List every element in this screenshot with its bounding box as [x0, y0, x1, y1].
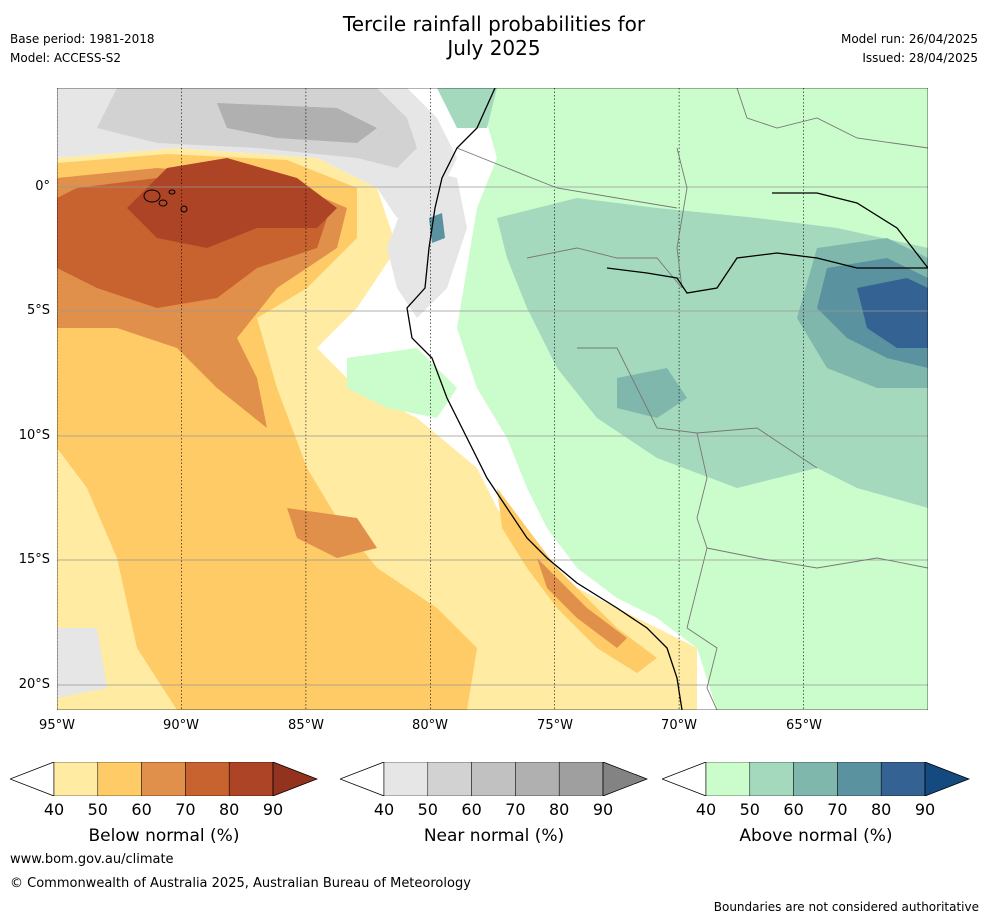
colorbar-above-segment — [880, 762, 926, 796]
colorbar-near-normal — [340, 762, 648, 796]
galapagos-islands — [143, 189, 188, 213]
colorbar-near-segment — [515, 762, 560, 796]
colorbar-above-segment — [837, 762, 882, 796]
website-link[interactable]: www.bom.gov.au/climate — [10, 852, 174, 867]
colorbar-above-tick-label: 70 — [827, 800, 848, 819]
colorbar-below-tick-label: 40 — [43, 800, 65, 819]
colorbar-above-segment — [705, 762, 751, 796]
colorbar-near-segment — [471, 762, 516, 796]
base-period: Base period: 1981-2018 — [10, 32, 155, 46]
colorbar-below-upper-extend — [272, 762, 318, 796]
colorbar-below-segment — [228, 762, 274, 796]
colorbar-near-upper-extend — [602, 762, 648, 796]
colorbar-near-tick-label: 60 — [461, 800, 482, 819]
colorbar-near-segment — [558, 762, 604, 796]
model-name: Model: ACCESS-S2 — [10, 51, 122, 65]
lon-label-90w: 90°W — [163, 718, 199, 733]
near-normal-40-coastal — [387, 168, 467, 318]
colorbar-below-tick-label: 60 — [131, 800, 152, 819]
lon-label-65w: 65°W — [786, 718, 822, 733]
colorbar-near-lower-extend — [340, 762, 385, 796]
lat-label-20s: 20°S — [18, 677, 50, 692]
colorbar-near-tick-label: 70 — [505, 800, 526, 819]
colorbar-near-tick-label: 50 — [417, 800, 438, 819]
colorbar-near-segment — [383, 762, 429, 796]
colorbar-near-tick-label: 40 — [373, 800, 395, 819]
colorbar-below-tick-label: 70 — [175, 800, 196, 819]
colorbar-above-tick-label: 90 — [914, 800, 936, 819]
above-normal-80-region — [857, 278, 928, 348]
above-normal-60-centre — [617, 368, 687, 418]
colorbar-near-segment — [427, 762, 472, 796]
below-normal-80-region — [127, 158, 337, 248]
colorbar-above-tick-label: 40 — [695, 800, 717, 819]
colorbar-above-segment — [749, 762, 794, 796]
colorbar-above-title: Above normal (%) — [739, 826, 893, 846]
model-run: Model run: 26/04/2025 — [840, 32, 978, 46]
coastline — [406, 88, 928, 710]
lon-label-95w: 95°W — [39, 718, 75, 733]
below-normal-60-coast — [537, 558, 627, 648]
colorbar-above-upper-extend — [924, 762, 970, 796]
lon-label-70w: 70°W — [661, 718, 697, 733]
lon-gridlines — [57, 88, 804, 710]
colorbar-below-segment — [185, 762, 230, 796]
colorbar-below-segment — [97, 762, 142, 796]
copyright-text: © Commonwealth of Australia 2025, Austra… — [10, 876, 471, 891]
lat-gridlines — [57, 186, 928, 686]
colorbar-above-segment — [793, 762, 838, 796]
colorbar-above-tick-label: 80 — [871, 800, 892, 819]
colorbar-below-tick-label: 90 — [262, 800, 284, 819]
lon-label-80w: 80°W — [412, 718, 448, 733]
colorbar-below-segment — [141, 762, 186, 796]
lat-label-15s: 15°S — [18, 552, 50, 567]
lat-label-5s: 5°S — [26, 303, 50, 318]
colorbar-near-tick-label: 90 — [592, 800, 614, 819]
lon-label-75w: 75°W — [537, 718, 573, 733]
near-normal-40-west — [57, 628, 107, 698]
boundaries-disclaimer: Boundaries are not considered authoritat… — [713, 900, 979, 914]
lon-label-85w: 85°W — [288, 718, 324, 733]
colorbar-above-tick-label: 60 — [783, 800, 804, 819]
colorbar-near-title: Near normal (%) — [423, 826, 565, 846]
colorbar-above-lower-extend — [662, 762, 707, 796]
country-borders — [456, 88, 928, 710]
lat-label-10s: 10°S — [18, 428, 50, 443]
colorbar-below-tick-label: 50 — [87, 800, 108, 819]
probability-map — [57, 88, 928, 710]
near-normal-70-north — [217, 103, 377, 143]
colorbar-below-normal — [10, 762, 318, 796]
colorbar-below-segment — [53, 762, 99, 796]
colorbar-below-tick-label: 80 — [219, 800, 240, 819]
colorbar-below-title: Below normal (%) — [88, 826, 240, 846]
chart-title-line1: Tercile rainfall probabilities for — [342, 12, 646, 36]
colorbar-below-lower-extend — [10, 762, 55, 796]
below-normal-50-coast — [497, 488, 657, 673]
issued-date: Issued: 28/04/2025 — [862, 51, 978, 65]
colorbar-above-normal — [662, 762, 970, 796]
chart-title-line2: July 2025 — [447, 36, 541, 60]
colorbar-above-tick-label: 50 — [739, 800, 760, 819]
colorbar-near-tick-label: 80 — [549, 800, 570, 819]
below-normal-60-south — [287, 508, 377, 558]
above-normal-40-offshore — [347, 348, 457, 418]
lat-label-0: 0° — [35, 179, 50, 194]
